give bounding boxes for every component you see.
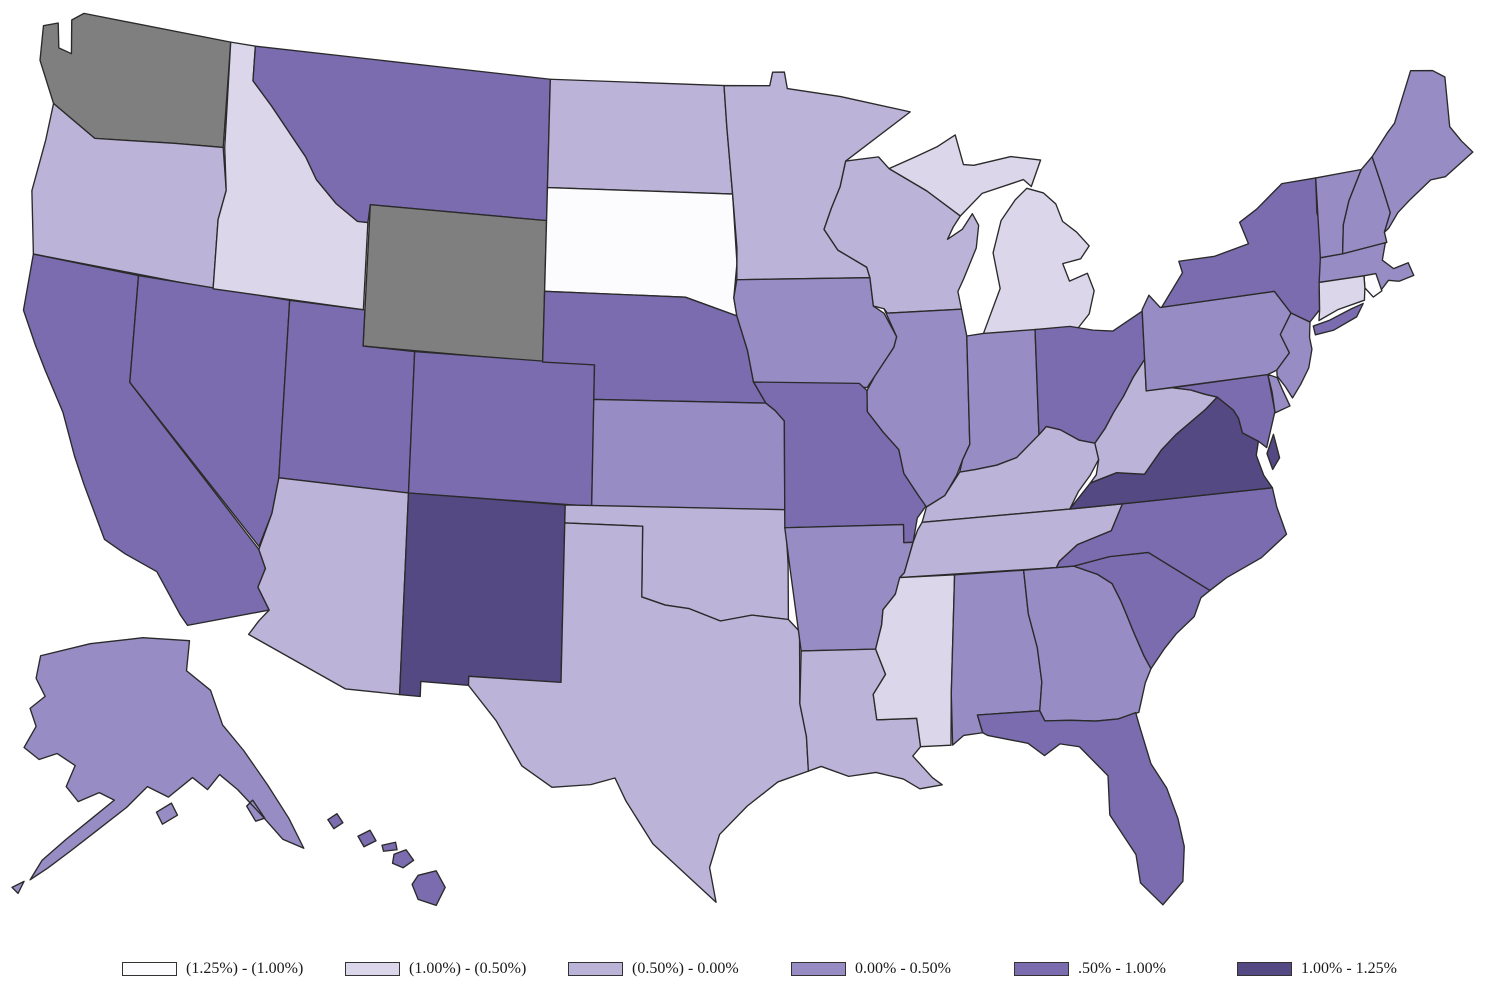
legend-swatch-0 bbox=[122, 962, 177, 976]
state-me[interactable]: ME bbox=[1371, 69, 1474, 233]
legend-swatch-3 bbox=[791, 962, 846, 976]
state-nm[interactable]: NM bbox=[398, 492, 566, 698]
legend-swatch-2 bbox=[568, 962, 623, 976]
legend-item-3: 0.00% - 0.50% bbox=[791, 960, 1014, 978]
legend-label-5: 1.00% - 1.25% bbox=[1301, 960, 1397, 977]
legend-item-2: (0.50%) - 0.00% bbox=[568, 960, 791, 978]
state-co[interactable]: CO bbox=[407, 350, 596, 507]
map-canvas: WAORCANVIDMTWYUTCOAZNMNDSDNEKSOKTXMNIAMO… bbox=[11, 12, 1474, 907]
state-de[interactable]: DE bbox=[1267, 373, 1291, 414]
state-az[interactable]: AZ bbox=[247, 477, 410, 696]
state-tx[interactable]: TX bbox=[467, 522, 810, 903]
legend: (1.25%) - (1.00%) (1.00%) - (0.50%) (0.5… bbox=[0, 954, 1504, 984]
legend-swatch-4 bbox=[1014, 962, 1069, 976]
state-nd[interactable]: ND bbox=[546, 78, 734, 195]
legend-item-1: (1.00%) - (0.50%) bbox=[345, 960, 568, 978]
legend-label-3: 0.00% - 0.50% bbox=[855, 960, 951, 977]
legend-label-4: .50% - 1.00% bbox=[1078, 960, 1166, 977]
state-fl[interactable]: FL bbox=[976, 710, 1185, 906]
legend-label-0: (1.25%) - (1.00%) bbox=[186, 960, 304, 977]
legend-item-4: .50% - 1.00% bbox=[1014, 960, 1237, 978]
state-nj[interactable]: NJ bbox=[1276, 312, 1313, 399]
legend-item-5: 1.00% - 1.25% bbox=[1237, 960, 1460, 978]
legend-swatch-1 bbox=[345, 962, 400, 976]
state-ct[interactable]: CT bbox=[1318, 275, 1366, 322]
legend-item-0: (1.25%) - (1.00%) bbox=[122, 960, 345, 978]
state-wy[interactable]: WY bbox=[362, 204, 548, 363]
legend-label-2: (0.50%) - 0.00% bbox=[632, 960, 739, 977]
legend-swatch-5 bbox=[1237, 962, 1292, 976]
legend-label-1: (1.00%) - (0.50%) bbox=[409, 960, 527, 977]
state-ks[interactable]: KS bbox=[590, 398, 786, 511]
us-choropleth-map: WAORCANVIDMTWYUTCOAZNMNDSDNEKSOKTXMNIAMO… bbox=[11, 12, 1474, 907]
state-ak[interactable]: AK bbox=[11, 637, 305, 895]
state-nc[interactable]: NC bbox=[1055, 487, 1288, 592]
state-mi[interactable]: MI bbox=[888, 134, 1095, 335]
state-hi[interactable]: HI bbox=[327, 812, 446, 907]
